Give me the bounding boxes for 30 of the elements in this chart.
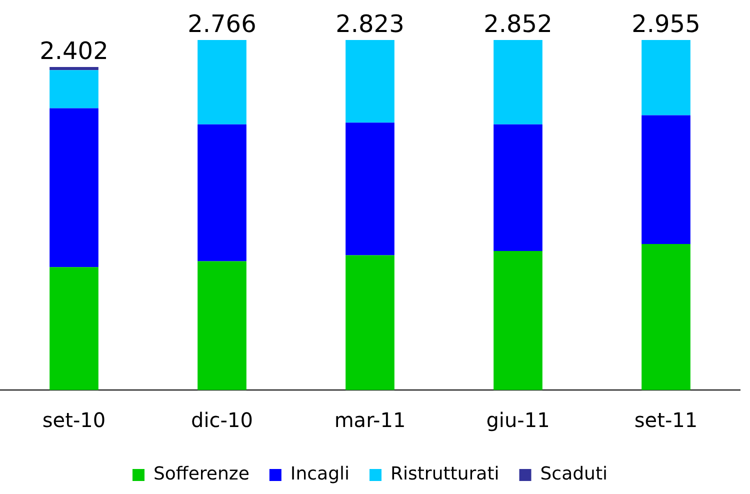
bar	[50, 108, 98, 268]
bar	[198, 261, 246, 390]
x-tick-label: set-11	[634, 408, 698, 432]
annotation: 2.955	[632, 10, 700, 38]
x-tick-label: giu-11	[486, 408, 550, 432]
legend-label: Sofferenze	[154, 464, 250, 485]
bar	[346, 40, 394, 123]
bar	[50, 267, 98, 390]
bar	[346, 255, 394, 390]
bar	[642, 244, 690, 390]
bar	[198, 124, 246, 262]
bar	[642, 115, 690, 244]
legend-label: Ristrutturati	[390, 464, 500, 485]
bar	[198, 40, 246, 124]
x-tick-label: mar-11	[334, 408, 406, 432]
legend-label: Incagli	[290, 464, 350, 485]
bar	[642, 40, 690, 116]
annotation: 2.823	[336, 10, 404, 38]
legend-label: Scaduti	[540, 464, 608, 485]
annotation: 2.852	[484, 10, 552, 38]
bar	[346, 122, 394, 256]
x-tick-label: set-10	[42, 408, 106, 432]
bar	[50, 66, 98, 70]
bar	[494, 124, 542, 252]
bar	[50, 70, 98, 108]
annotation: 2.402	[40, 37, 108, 66]
bar	[494, 40, 542, 124]
x-tick-label: dic-10	[191, 408, 253, 432]
bar	[494, 251, 542, 390]
annotation: 2.766	[188, 10, 256, 38]
